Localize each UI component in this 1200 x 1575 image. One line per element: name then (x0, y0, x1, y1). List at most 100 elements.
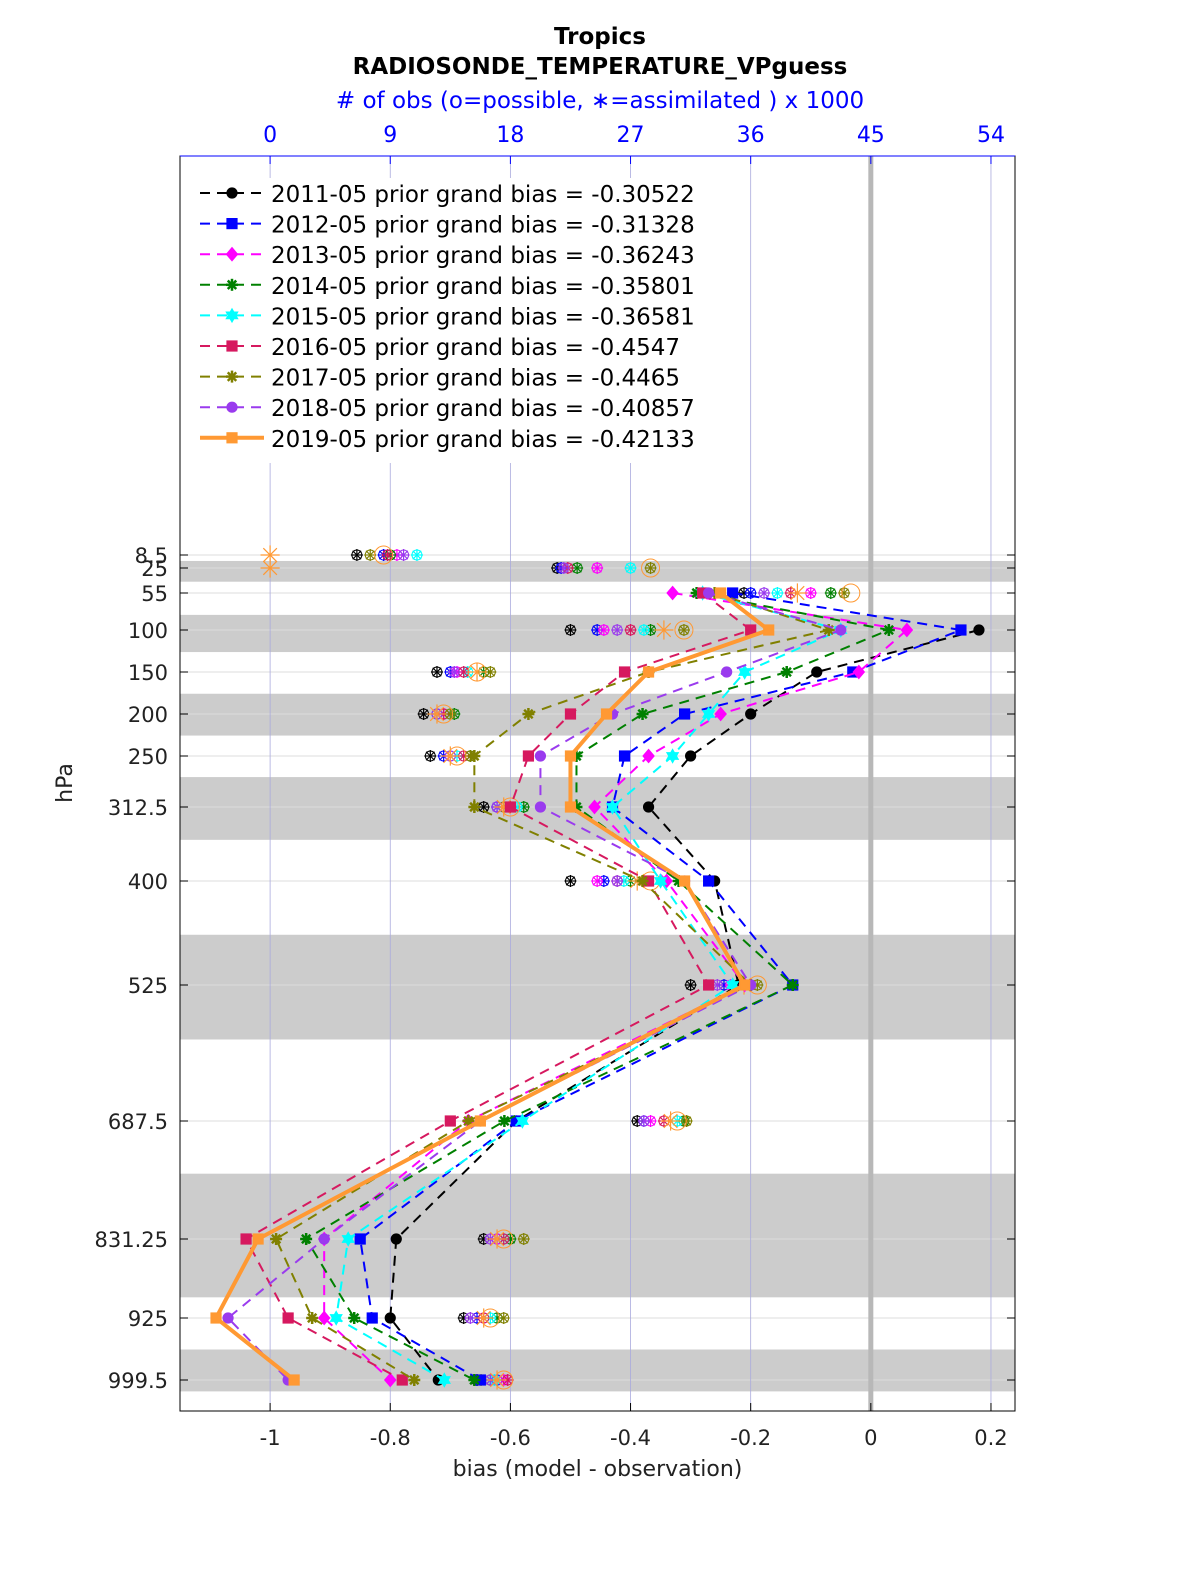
series-marker-2015-05 (653, 873, 668, 889)
series-marker-2019-05 (210, 1312, 222, 1324)
series-marker-2014-05 (300, 1233, 313, 1245)
y-tick-label: 55 (141, 582, 168, 606)
series-marker-2013-05 (852, 664, 866, 680)
series-marker-2019-05 (679, 875, 691, 887)
series-marker-2016-05 (703, 979, 715, 991)
series-marker-2013-05 (714, 706, 727, 722)
series-marker-2019-05 (252, 1233, 264, 1245)
top-axis-tick-label: 45 (857, 123, 885, 148)
top-axis-tick-label: 27 (617, 123, 645, 148)
obs-assimilated-marker (624, 624, 637, 636)
gray-band (180, 693, 1015, 736)
obs-assimilated-marker (684, 979, 697, 991)
gray-band (180, 934, 1015, 1040)
series-marker-2012-05 (618, 750, 631, 762)
x-tick-label: -1 (260, 1426, 281, 1450)
y-tick-label: 525 (128, 974, 168, 998)
top-axis-tick-label: 0 (263, 123, 277, 148)
legend-entry: 2013-05 prior grand bias = -0.36243 (271, 243, 695, 269)
series-marker-2015-05 (605, 799, 620, 815)
series-marker-2014-05 (636, 708, 649, 720)
obs-assimilated-marker (571, 562, 584, 574)
series-marker-2019-05 (474, 1115, 486, 1127)
series-marker-2011-05 (384, 1312, 396, 1324)
series-marker-2016-05 (444, 1115, 456, 1127)
series-marker-2017-05 (468, 801, 481, 813)
obs-assimilated-marker (597, 624, 610, 636)
series-marker-2019-05 (715, 587, 727, 599)
obs-assimilated-marker (260, 558, 280, 578)
y-tick-label: 999.5 (108, 1369, 168, 1393)
x-tick-label: -0.2 (730, 1426, 771, 1450)
y-tick-label: 925 (128, 1307, 168, 1331)
top-axis-label: # of obs (o=possible, ∗=assimilated ) x … (335, 88, 865, 114)
obs-assimilated-marker (444, 708, 457, 720)
y-tick-label: 831.25 (95, 1228, 168, 1252)
series-marker-2017-05 (408, 1374, 421, 1386)
series-marker-2015-05 (701, 706, 716, 722)
series-marker-2013-05 (642, 748, 655, 764)
series-marker-2013-05 (383, 1372, 397, 1388)
legend-swatch-marker (225, 246, 239, 262)
y-tick-label: 200 (128, 703, 168, 727)
legend-swatch-marker (226, 432, 238, 444)
x-tick-label: -0.4 (610, 1426, 651, 1450)
obs-possible-marker (841, 583, 861, 603)
series-marker-2019-05 (763, 624, 775, 636)
obs-assimilated-marker (644, 562, 657, 574)
obs-assimilated-marker (381, 549, 394, 561)
series-marker-2019-05 (288, 1374, 300, 1386)
obs-assimilated-marker (350, 549, 363, 561)
series-marker-2018-05 (703, 587, 715, 599)
series-marker-2012-05 (955, 624, 967, 636)
obs-assimilated-marker (611, 875, 624, 887)
series-marker-2017-05 (306, 1312, 319, 1324)
series-marker-2014-05 (786, 979, 799, 991)
series-line-2012-05 (359, 592, 965, 1381)
x-tick-label: 0 (864, 1426, 877, 1450)
obs-assimilated-marker (410, 549, 423, 561)
series-marker-2018-05 (222, 1312, 234, 1324)
series-marker-2013-05 (317, 1310, 331, 1326)
chart-title: Tropics (554, 24, 646, 50)
series-line-2017-05 (274, 592, 833, 1381)
series-marker-2019-05 (600, 708, 613, 720)
series-marker-2015-05 (437, 1372, 451, 1388)
obs-assimilated-marker (637, 1115, 650, 1127)
x-tick-label: -0.6 (490, 1426, 531, 1450)
series-marker-2017-05 (468, 750, 481, 762)
obs-assimilated-marker (838, 587, 851, 599)
x-tick-label: -0.8 (370, 1426, 411, 1450)
top-axis-tick-label: 9 (383, 123, 397, 148)
series-marker-2011-05 (390, 1233, 402, 1245)
series-marker-2018-05 (534, 801, 547, 813)
series-marker-2012-05 (703, 875, 715, 887)
series-marker-2015-05 (665, 748, 680, 764)
series-line-2015-05 (335, 592, 844, 1381)
obs-assimilated-marker (448, 666, 461, 678)
legend-entry: 2015-05 prior grand bias = -0.36581 (271, 304, 695, 330)
obs-assimilated-marker (654, 620, 674, 640)
obs-assimilated-marker (771, 587, 784, 599)
obs-assimilated-marker (557, 562, 570, 574)
y-tick-label: 100 (128, 619, 168, 643)
obs-assimilated-marker (487, 1229, 507, 1249)
legend-swatch-marker (226, 401, 238, 413)
series-marker-2012-05 (727, 587, 739, 599)
series-marker-2019-05 (564, 801, 577, 813)
chart-subtitle: RADIOSONDE_TEMPERATURE_VPguess (352, 54, 848, 80)
obs-assimilated-marker (637, 624, 650, 636)
series-marker-2012-05 (354, 1233, 366, 1245)
legend-box (196, 178, 736, 463)
series-marker-2013-05 (900, 622, 914, 638)
legend-entry: 2011-05 prior grand bias = -0.30522 (271, 182, 695, 208)
series-marker-2012-05 (679, 708, 691, 720)
series-marker-2017-05 (636, 875, 649, 887)
y-axis-label: hPa (53, 763, 78, 803)
series-marker-2011-05 (642, 801, 655, 813)
series-marker-2011-05 (811, 666, 823, 678)
obs-assimilated-marker (397, 549, 410, 561)
legend-entry: 2014-05 prior grand bias = -0.35801 (271, 274, 695, 300)
series-marker-2015-05 (329, 1310, 343, 1326)
